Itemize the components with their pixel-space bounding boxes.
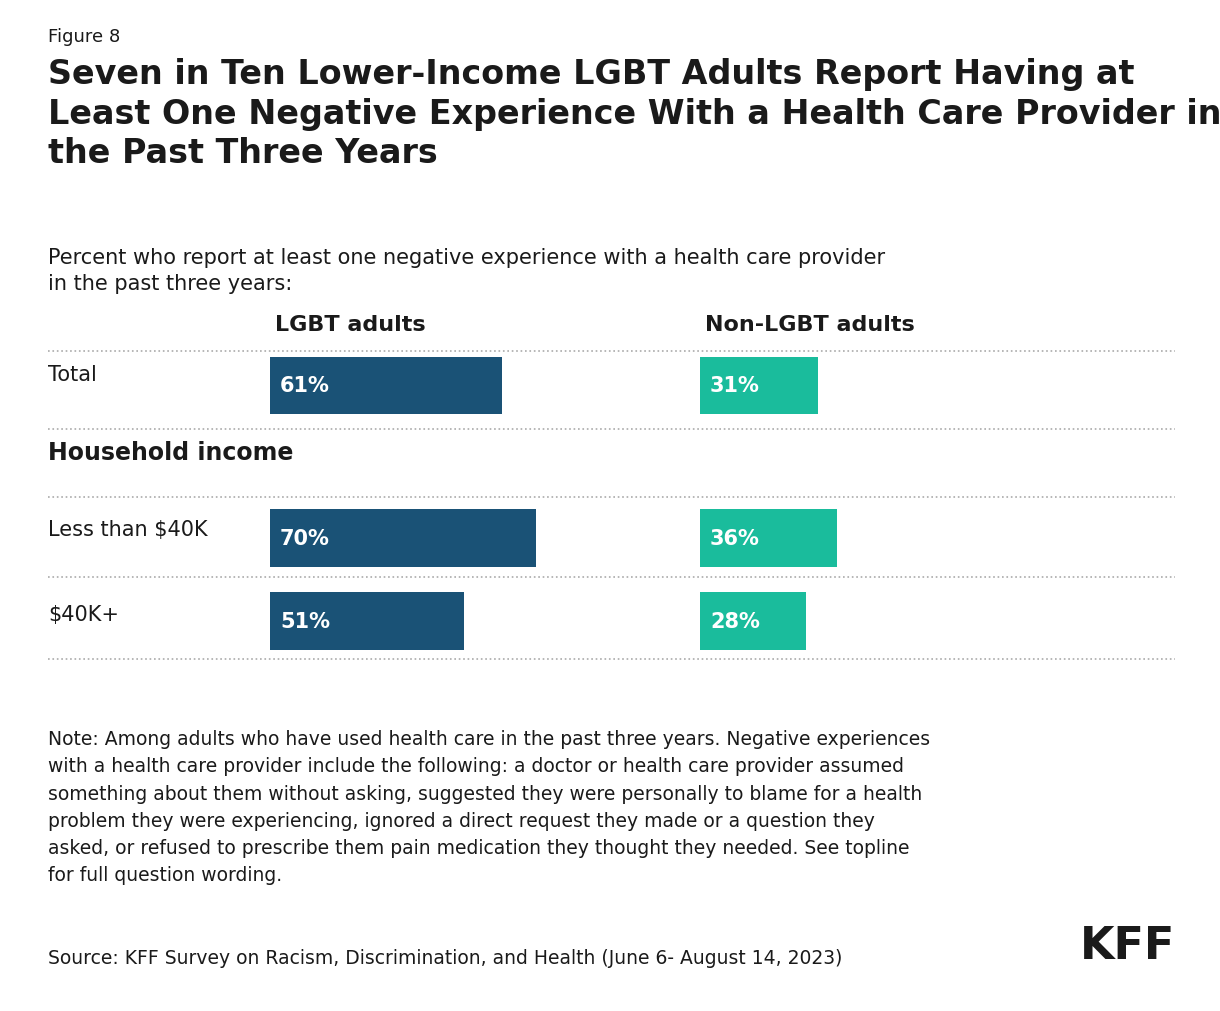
Text: KFF: KFF <box>1080 924 1175 968</box>
Text: Seven in Ten Lower-Income LGBT Adults Report Having at
Least One Negative Experi: Seven in Ten Lower-Income LGBT Adults Re… <box>48 58 1220 170</box>
Text: Less than $40K: Less than $40K <box>48 520 207 540</box>
Text: $40K+: $40K+ <box>48 605 120 625</box>
Text: 31%: 31% <box>710 376 760 396</box>
Text: 70%: 70% <box>281 529 329 548</box>
Bar <box>270 592 464 650</box>
Text: 51%: 51% <box>281 612 329 632</box>
Text: Figure 8: Figure 8 <box>48 28 121 45</box>
Text: LGBT adults: LGBT adults <box>274 314 426 335</box>
Text: Note: Among adults who have used health care in the past three years. Negative e: Note: Among adults who have used health … <box>48 729 930 885</box>
Text: 36%: 36% <box>710 529 760 548</box>
Bar <box>700 592 806 650</box>
Text: Household income: Household income <box>48 441 293 464</box>
Text: 61%: 61% <box>281 376 329 396</box>
Bar <box>700 358 817 415</box>
Text: Source: KFF Survey on Racism, Discrimination, and Health (June 6- August 14, 202: Source: KFF Survey on Racism, Discrimina… <box>48 948 842 968</box>
Bar <box>700 510 837 567</box>
Bar <box>270 358 501 415</box>
Text: Percent who report at least one negative experience with a health care provider
: Percent who report at least one negative… <box>48 248 886 294</box>
Text: 28%: 28% <box>710 612 760 632</box>
Text: Non-LGBT adults: Non-LGBT adults <box>705 314 915 335</box>
Bar <box>270 510 536 567</box>
Text: Total: Total <box>48 365 96 384</box>
